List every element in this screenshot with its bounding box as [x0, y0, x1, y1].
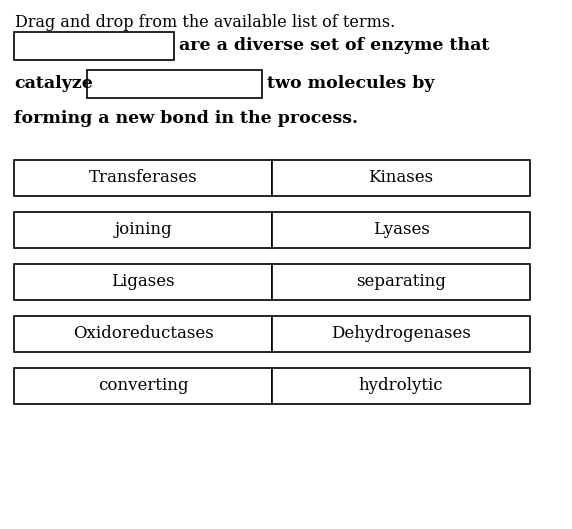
Text: catalyze: catalyze — [14, 76, 93, 93]
Text: two molecules by: two molecules by — [267, 76, 435, 93]
Text: joining: joining — [114, 222, 172, 239]
FancyBboxPatch shape — [14, 316, 272, 352]
FancyBboxPatch shape — [14, 368, 272, 404]
FancyBboxPatch shape — [87, 70, 262, 98]
Text: Oxidoreductases: Oxidoreductases — [73, 325, 213, 342]
Text: Ligases: Ligases — [111, 273, 175, 290]
FancyBboxPatch shape — [272, 368, 530, 404]
Text: hydrolytic: hydrolytic — [359, 378, 443, 395]
Text: are a diverse set of enzyme that: are a diverse set of enzyme that — [179, 38, 490, 54]
Text: Drag and drop from the available list of terms.: Drag and drop from the available list of… — [15, 14, 395, 31]
Text: Kinases: Kinases — [368, 169, 434, 187]
FancyBboxPatch shape — [272, 212, 530, 248]
FancyBboxPatch shape — [272, 160, 530, 196]
FancyBboxPatch shape — [14, 212, 272, 248]
FancyBboxPatch shape — [14, 160, 272, 196]
Text: converting: converting — [98, 378, 188, 395]
Text: forming a new bond in the process.: forming a new bond in the process. — [14, 110, 358, 127]
FancyBboxPatch shape — [272, 316, 530, 352]
Text: Transferases: Transferases — [89, 169, 197, 187]
FancyBboxPatch shape — [14, 32, 174, 60]
FancyBboxPatch shape — [272, 264, 530, 300]
Text: Lyases: Lyases — [372, 222, 430, 239]
Text: Dehydrogenases: Dehydrogenases — [331, 325, 471, 342]
FancyBboxPatch shape — [14, 264, 272, 300]
Text: separating: separating — [356, 273, 446, 290]
